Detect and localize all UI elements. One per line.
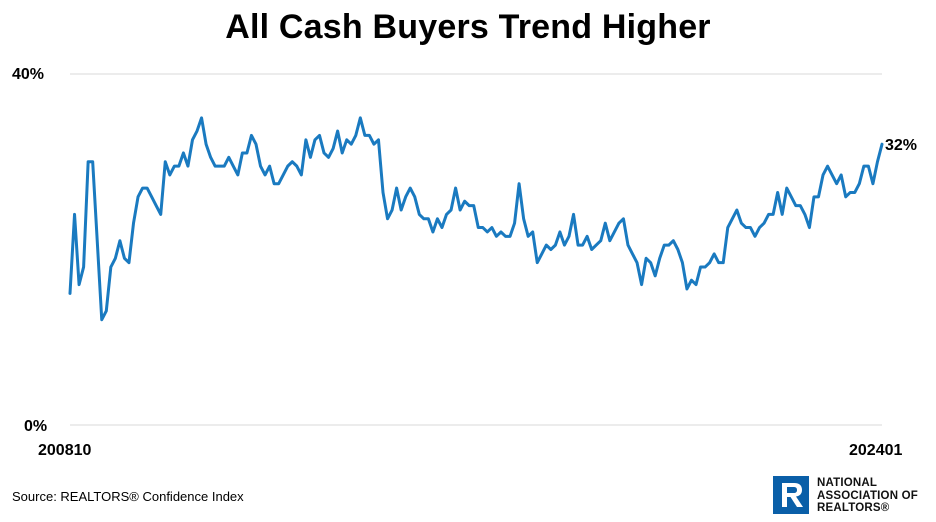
- realtor-r-logo-icon: [773, 476, 809, 514]
- series-line: [68, 116, 884, 322]
- x-tick-label: 200810: [38, 442, 91, 459]
- chart-title: All Cash Buyers Trend Higher: [225, 8, 711, 46]
- logo-line: ASSOCIATION OF: [817, 489, 918, 502]
- y-tick-label: 0%: [24, 418, 47, 435]
- nar-logo: NATIONAL ASSOCIATION OF REALTORS®: [773, 476, 933, 516]
- logo-line: NATIONAL: [817, 477, 878, 489]
- x-tick-label: 202401: [849, 442, 902, 459]
- logo-line: REALTORS®: [817, 502, 890, 514]
- end-value-label: 32%: [885, 137, 917, 154]
- source-note: Source: REALTORS® Confidence Index: [12, 489, 244, 504]
- y-tick-label: 40%: [12, 66, 44, 83]
- logo-wordmark: NATIONAL ASSOCIATION OF REALTORS®: [817, 477, 918, 515]
- line-chart: 40% 0% 200810 202401 32%: [12, 66, 917, 459]
